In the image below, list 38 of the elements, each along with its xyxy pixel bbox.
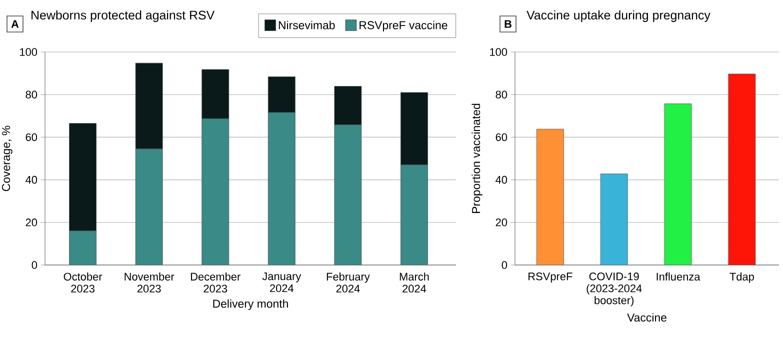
bar [135,148,163,265]
x-tick-label: December 2023 [191,272,240,293]
y-tick-label: 100 [20,48,38,56]
chart-title: Newborns protected against RSV [32,10,215,22]
legend-label: RSVpreF vaccine [360,20,448,32]
y-axis-title: Proportion vaccinated [472,104,482,213]
x-tick-label: COVID-19 (2023-2024 booster) [586,272,642,306]
y-tick-label: 60 [26,133,38,142]
y-tick-label: 20 [26,218,38,226]
bar [69,230,96,265]
text: B [504,20,512,28]
y-tick-label: 80 [26,90,38,98]
x-tick-label: RSVpreF [528,272,572,282]
y-axis-title: Coverage, % [2,126,12,192]
x-tick-label: January 2024 [262,272,302,292]
legend-label: Nirsevimab [278,20,335,30]
x-tick-label: March 2024 [400,272,429,293]
bar [268,112,296,265]
y-tick-label: 80 [496,90,508,98]
x-axis-title: Vaccine [627,313,666,322]
x-tick-label: February 2024 [326,272,370,293]
bar [202,118,230,265]
text: A [11,20,19,28]
x-tick-label: November 2023 [124,272,174,293]
bar [400,164,428,265]
x-tick-label: Influenza [656,272,700,281]
x-axis-title: Delivery month [213,299,288,310]
x-tick-label: Tdap [730,272,754,283]
y-tick-label: 0 [502,261,508,269]
x-tick-label: October 2023 [64,272,102,293]
y-tick-label: 40 [496,176,508,184]
y-tick-label: 40 [26,176,38,184]
y-tick-label: 100 [490,48,508,56]
y-tick-label: 0 [32,261,38,269]
y-tick-label: 20 [496,218,508,226]
y-tick-label: 60 [496,133,508,142]
bar [334,124,362,265]
chart-title: Vaccine uptake during pregnancy [526,10,710,22]
